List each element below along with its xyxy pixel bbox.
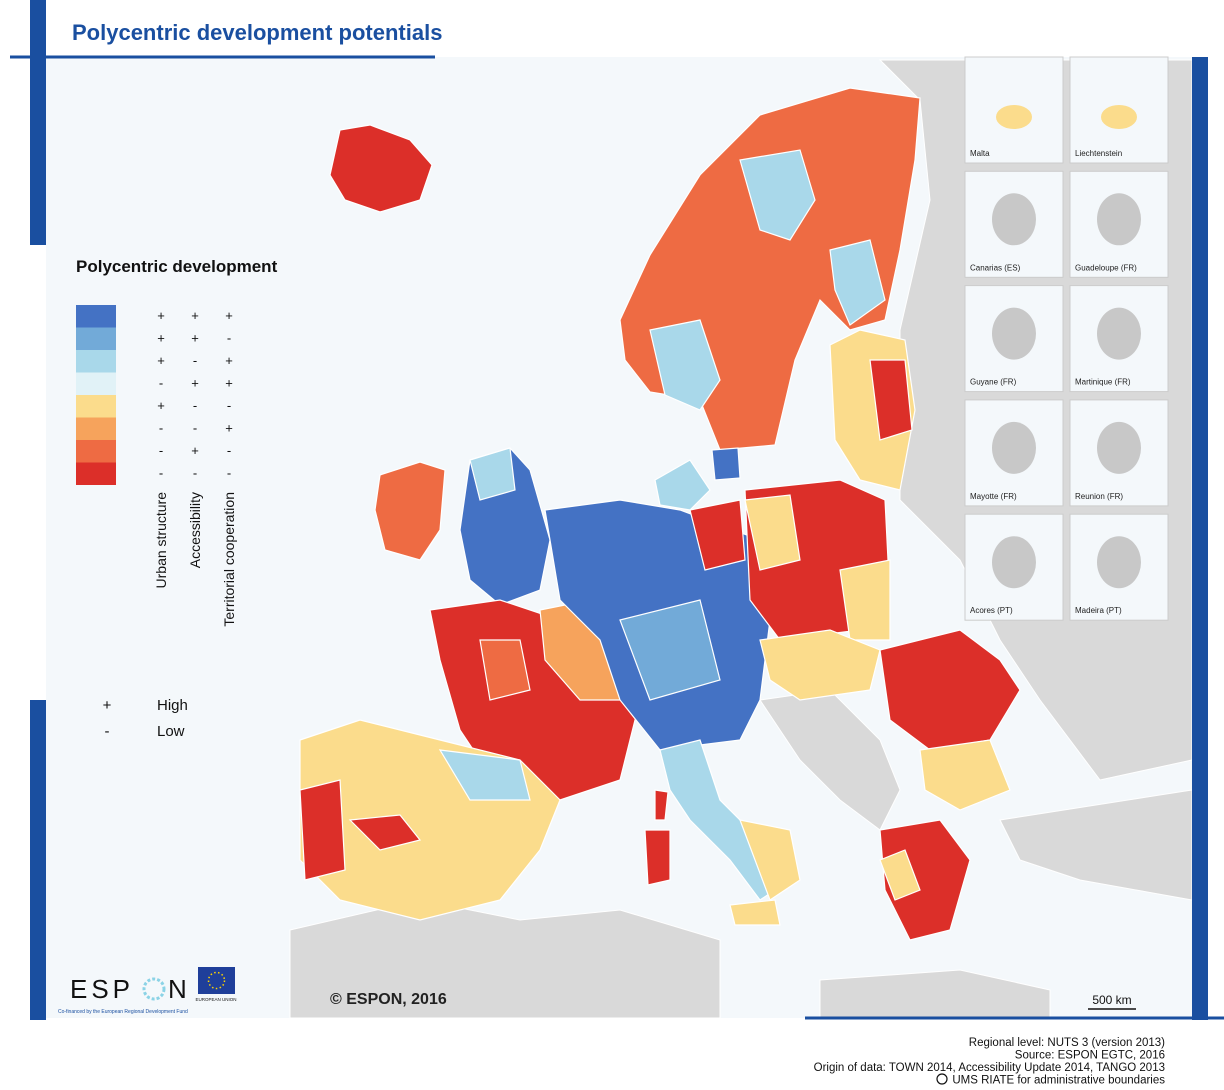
region (730, 900, 780, 925)
legend-sign: - (159, 443, 163, 458)
legend-sign: + (157, 353, 165, 368)
logo-text: ESP (70, 974, 134, 1004)
frame-bar (1192, 57, 1208, 1020)
legend-sign: - (193, 353, 197, 368)
logo-text: N (168, 974, 187, 1004)
frame-bar (30, 0, 46, 245)
note: Source: ESPON EGTC, 2016 (1015, 1050, 1165, 1062)
legend-sign: + (225, 308, 233, 323)
legend-swatch (76, 440, 116, 463)
scale-label: 500 km (1092, 993, 1131, 1007)
legend-sign: + (191, 331, 199, 346)
inset-label: Malta (970, 149, 990, 158)
legend-swatch (76, 395, 116, 418)
inset-land (1097, 536, 1141, 588)
legend-sign: + (225, 353, 233, 368)
legend-sign: + (225, 376, 233, 391)
legend-sign: - (159, 466, 163, 481)
inset-label: Martinique (FR) (1075, 378, 1131, 387)
frame-bar (30, 700, 46, 1020)
inset-land (1097, 193, 1141, 245)
legend-sign: - (227, 331, 231, 346)
note: UMS RIATE for administrative boundaries (952, 1075, 1165, 1087)
legend-title: Polycentric development (76, 257, 278, 276)
legend-axis: Urban structure (153, 492, 169, 589)
legend-swatch (76, 373, 116, 396)
legend-sign: + (191, 443, 199, 458)
legend-sign: - (227, 443, 231, 458)
legend-axis: Accessibility (187, 492, 203, 568)
copyright: © ESPON, 2016 (330, 991, 447, 1008)
key-sign: + (103, 697, 112, 714)
inset-land (1101, 105, 1137, 129)
note: Origin of data: TOWN 2014, Accessibility… (814, 1062, 1165, 1074)
legend-swatch (76, 350, 116, 373)
legend-swatch (76, 328, 116, 351)
legend-sign: - (193, 398, 197, 413)
legend-sign: - (193, 466, 197, 481)
legend-sign: + (157, 331, 165, 346)
eu-flag (198, 967, 235, 994)
key-sign: - (105, 723, 110, 740)
inset-land (992, 536, 1036, 588)
region (712, 448, 740, 480)
legend-swatch (76, 463, 116, 486)
legend-sign: - (159, 421, 163, 436)
legend-sign: + (225, 421, 233, 436)
eu-label: EUROPEAN UNION (195, 997, 236, 1002)
legend-sign: - (193, 421, 197, 436)
inset-label: Canarias (ES) (970, 263, 1021, 272)
legend-sign: + (191, 308, 199, 323)
inset-label: Mayotte (FR) (970, 492, 1017, 501)
region (655, 790, 668, 820)
inset-label: Acores (PT) (970, 606, 1013, 615)
inset-land (1097, 422, 1141, 474)
region (645, 830, 670, 885)
legend-swatch (76, 418, 116, 441)
inset-label: Guadeloupe (FR) (1075, 263, 1137, 272)
key-label: High (157, 697, 188, 714)
note: Regional level: NUTS 3 (version 2013) (969, 1037, 1165, 1049)
legend-sign: + (157, 398, 165, 413)
inset-land (992, 422, 1036, 474)
key-label: Low (157, 723, 185, 740)
region (300, 780, 345, 880)
inset-land (992, 308, 1036, 360)
title: Polycentric development potentials (72, 20, 442, 45)
inset-label: Liechtenstein (1075, 149, 1122, 158)
inset-land (992, 193, 1036, 245)
inset-label: Madeira (PT) (1075, 606, 1122, 615)
inset-label: Reunion (FR) (1075, 492, 1123, 501)
legend-sign: - (227, 398, 231, 413)
inset-label: Guyane (FR) (970, 378, 1017, 387)
legend-sign: - (159, 376, 163, 391)
legend-sign: + (157, 308, 165, 323)
legend-sign: - (227, 466, 231, 481)
legend-swatch (76, 305, 116, 328)
inset-land (996, 105, 1032, 129)
funding: Co-financed by the European Regional Dev… (58, 1009, 188, 1015)
map-page: Polycentric development potentials Polyc… (0, 0, 1224, 1090)
legend-axis: Territorial cooperation (221, 492, 237, 627)
legend-sign: + (191, 376, 199, 391)
inset-land (1097, 308, 1141, 360)
